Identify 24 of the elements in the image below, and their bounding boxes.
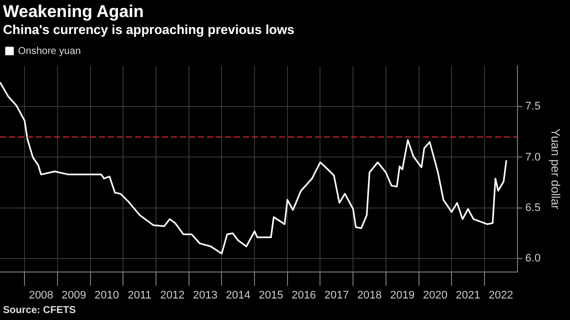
- y-tick-label: 6.5: [525, 202, 541, 214]
- x-tick-label: 2018: [357, 289, 382, 302]
- x-tick-label: 2019: [390, 289, 415, 302]
- y-tick-label: 7.5: [525, 100, 541, 113]
- x-tick-label: 2020: [422, 289, 448, 302]
- x-tick-label: 2016: [292, 289, 316, 302]
- x-tick-label: 2010: [94, 289, 119, 302]
- x-tick-label: 2014: [226, 289, 250, 302]
- y-axis-title: Yuan per dollar: [548, 128, 562, 210]
- x-tick-label: 2012: [160, 289, 185, 302]
- chart-subtitle: China's currency is approaching previous lows: [3, 22, 294, 37]
- x-tick-label: 2011: [128, 289, 152, 302]
- y-tick-label: 7.0: [525, 151, 541, 164]
- x-tick-label: 2022: [488, 289, 514, 302]
- y-tick-label: 6.0: [525, 252, 541, 265]
- x-tick-label: 2013: [193, 289, 218, 302]
- x-tick-label: 2021: [456, 289, 480, 302]
- source-note: Source: CFETS: [3, 305, 76, 316]
- legend-label: Onshore yuan: [18, 46, 81, 57]
- x-tick-label: 2008: [28, 289, 54, 302]
- x-tick-label: 2015: [258, 289, 284, 302]
- chart-title: Weakening Again: [3, 2, 144, 22]
- x-tick-label: 2009: [62, 289, 86, 302]
- x-tick-label: 2017: [324, 289, 349, 302]
